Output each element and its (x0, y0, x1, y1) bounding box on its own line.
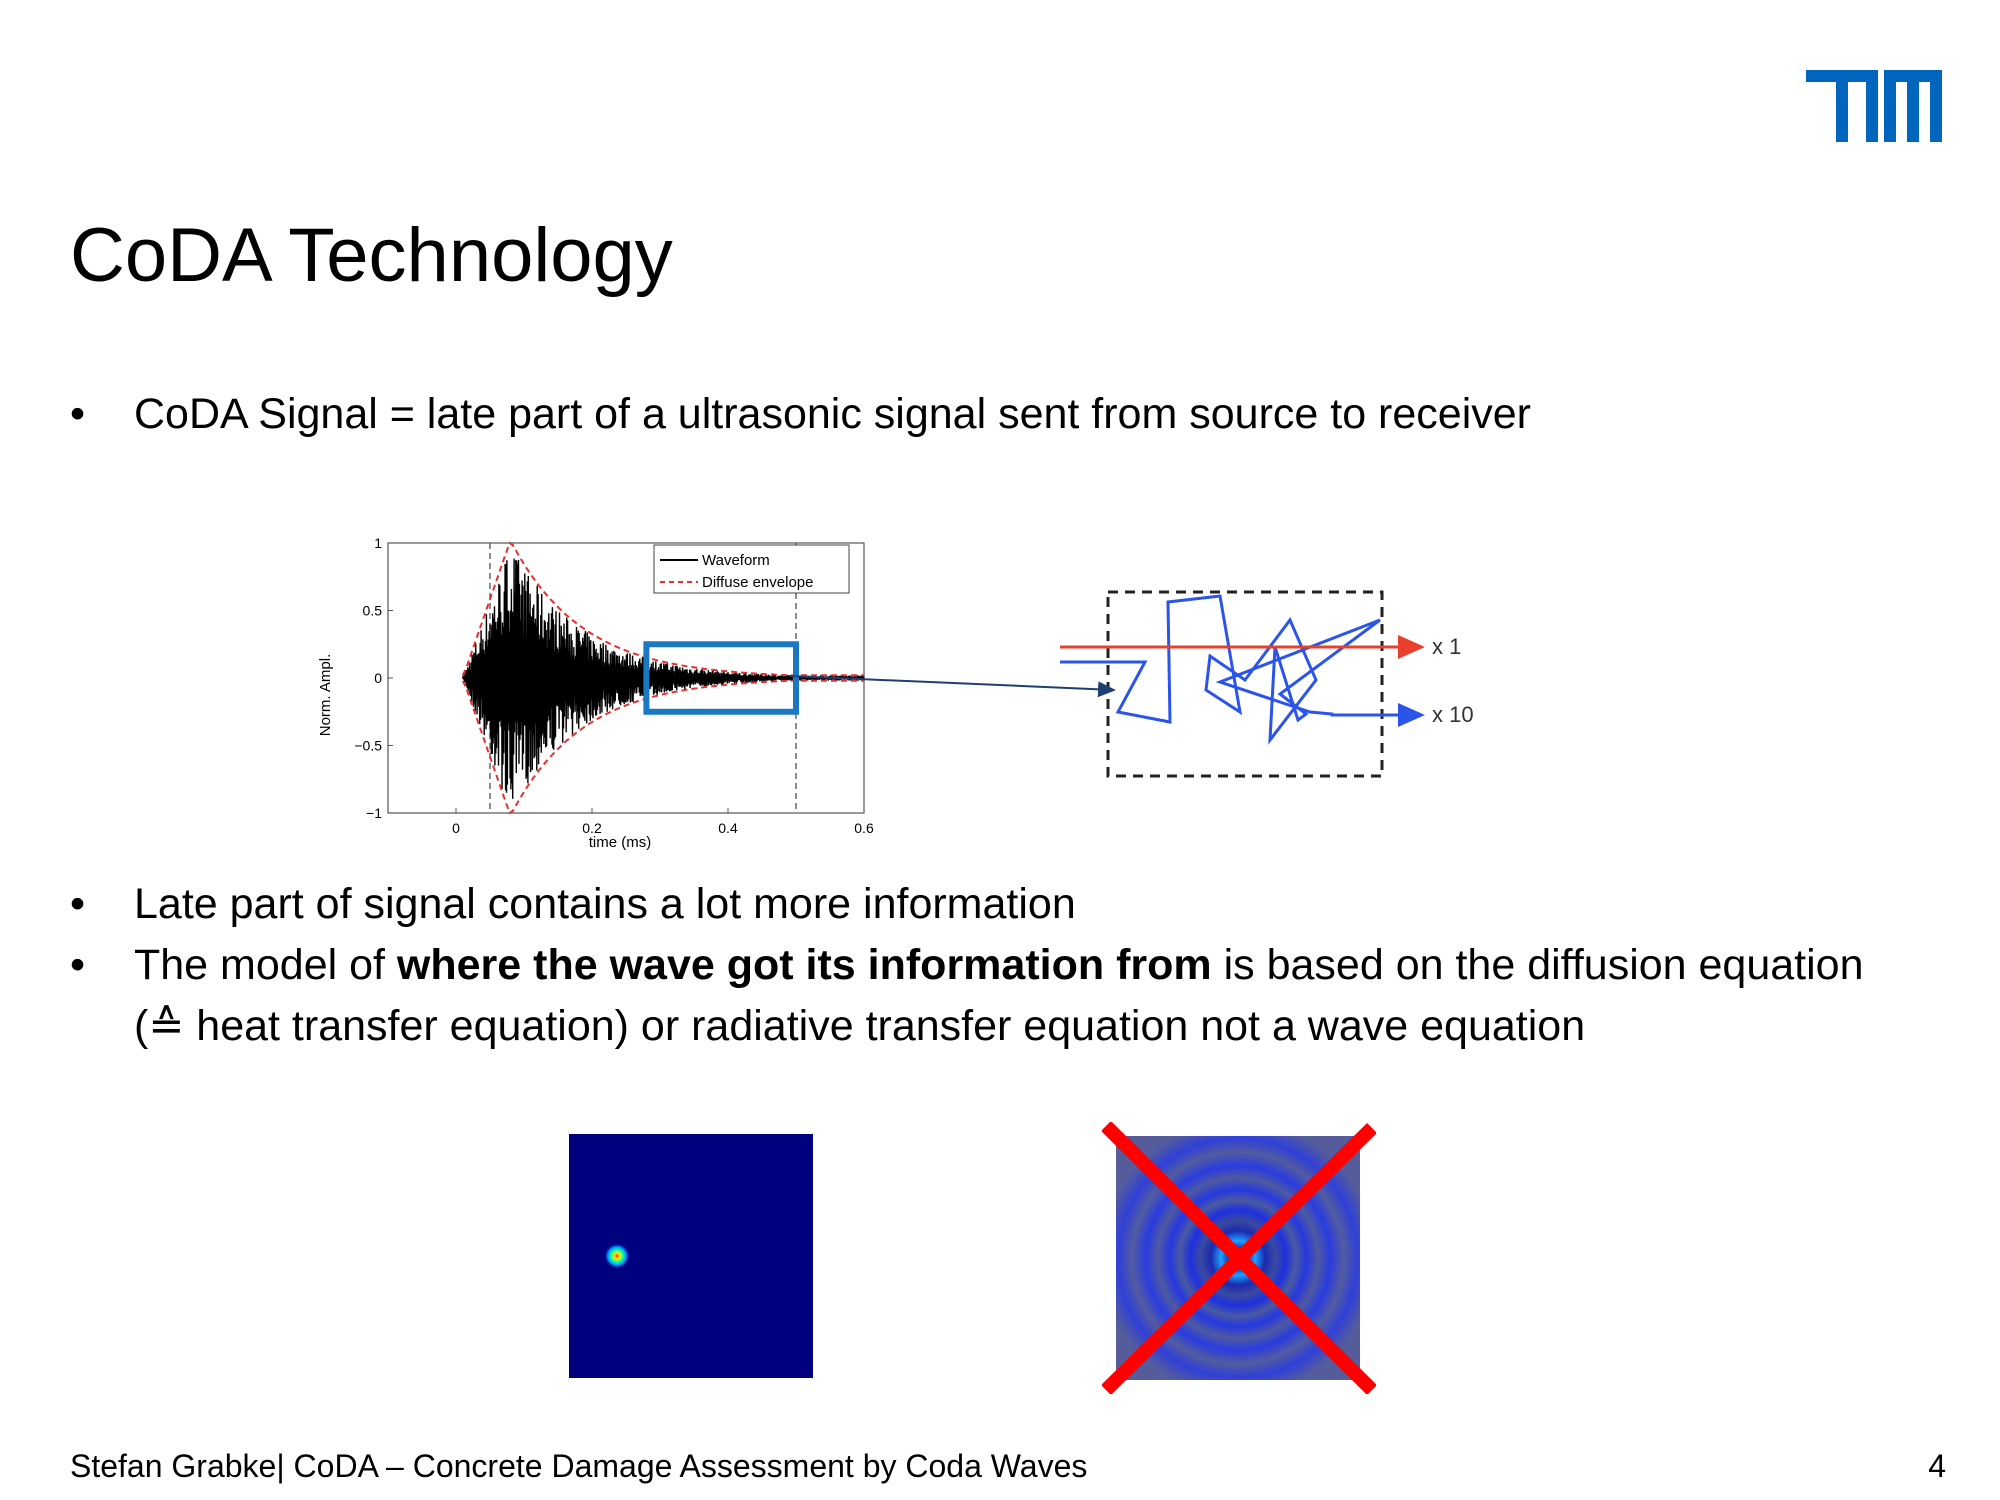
bullet-text-suffix: is based on the diffusion equation (1211, 941, 1864, 989)
scattering-diagram: x 1 x 10 (1060, 590, 1474, 778)
bullet-marker: • (70, 390, 86, 438)
chart-x-tick-label: 0.2 (582, 820, 602, 836)
chart-legend: Waveform Diffuse envelope (653, 544, 850, 594)
chart-x-tick-label: 0 (452, 820, 460, 836)
bullet-text-continuation: (≙ heat transfer equation) or radiative … (134, 1002, 1586, 1050)
chart-x-label: time (ms) (589, 834, 652, 851)
page-number: 4 (1928, 1448, 1946, 1484)
footer-text: Stefan Grabke| CoDA – Concrete Damage As… (70, 1448, 1088, 1484)
chart-series-envelope-lower (461, 679, 864, 815)
bullet-text: Late part of signal contains a lot more … (134, 880, 1076, 928)
coda-waveform-chart: 0 0.2 0.4 0.6 1 0.5 0 −0.5 −1 Norm. Ampl. time (… (317, 535, 874, 851)
direct-label: x 1 (1432, 634, 1461, 659)
chart-y-label: Norm. Ampl. (317, 654, 334, 737)
legend-waveform: Waveform (702, 552, 770, 569)
medium-box (1106, 590, 1384, 778)
chart-y-tick-label: 1 (374, 535, 382, 551)
scattered-path (1060, 594, 1425, 745)
chart-y-tick-label: −1 (366, 805, 382, 821)
diffusion-simulation-image (569, 1134, 813, 1378)
legend-envelope: Diffuse envelope (702, 574, 813, 591)
chart-y-tick-label: 0.5 (363, 603, 383, 619)
scattered-label: x 10 (1432, 702, 1474, 727)
bullet-marker: • (70, 880, 86, 928)
tum-logo (1806, 70, 1942, 142)
chart-series-envelope-upper (461, 541, 864, 677)
chart-y-tick-label: −0.5 (354, 738, 382, 754)
chart-y-tick-label: 0 (374, 670, 382, 686)
bullet-marker: • (70, 941, 86, 989)
bullet-text-prefix: The model of (134, 941, 397, 989)
cross-mark (1102, 1123, 1376, 1394)
bullet-text: The model of where the wave got its info… (134, 935, 1864, 996)
bullet-text-bold: where the wave got its information from (396, 941, 1212, 989)
chart-x-tick-label: 0.6 (854, 820, 874, 836)
bullet-text: CoDA Signal = late part of a ultrasonic … (134, 390, 1531, 438)
wave-simulation-image (1102, 1122, 1376, 1394)
slide-title: CoDA Technology (70, 213, 673, 298)
chart-x-tick-label: 0.4 (718, 820, 738, 836)
